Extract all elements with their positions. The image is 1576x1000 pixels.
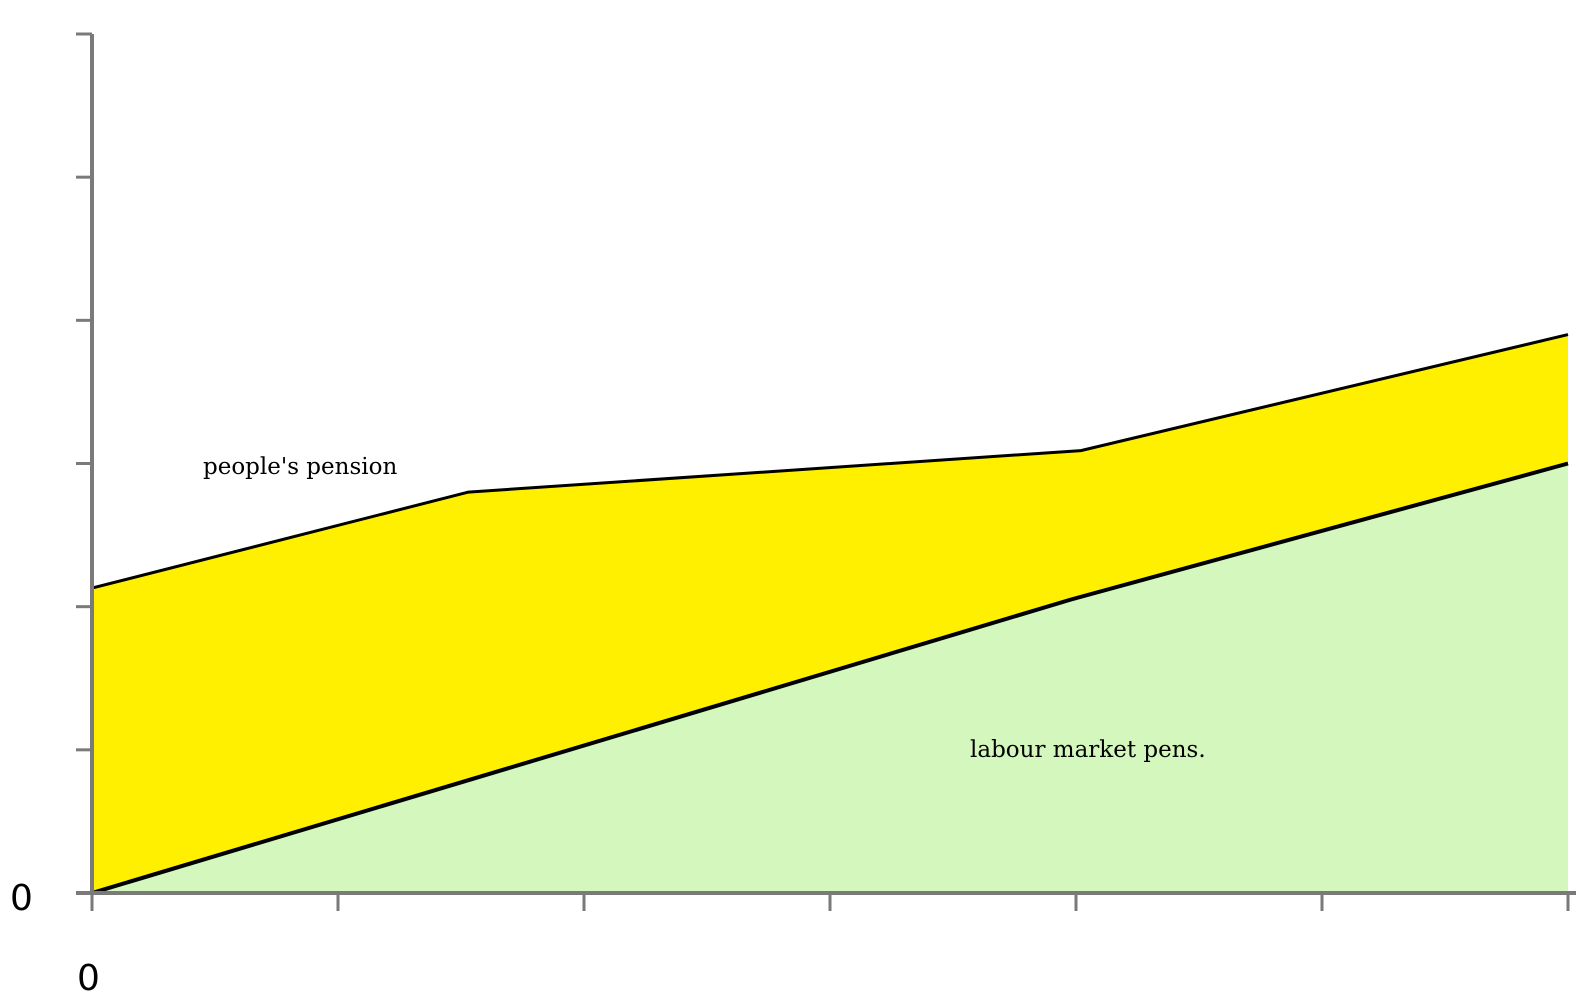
plot-areas [92,334,1568,894]
y-tick-label-0: 0 [10,878,33,919]
peoples-pension-label: people's pension [203,454,397,480]
y-ticks [76,32,92,895]
peoples-pension-line [91,333,1569,590]
labour-market-pension-label: labour market pens. [970,737,1206,763]
labour-market-pension-line [91,461,1569,895]
peoples-pension-area [92,334,1568,894]
plot-lines [91,333,1569,895]
labour-market-pension-area [92,463,1568,893]
x-ticks [90,893,1570,911]
x-tick-label-0: 0 [77,958,100,999]
axes [76,32,1576,911]
